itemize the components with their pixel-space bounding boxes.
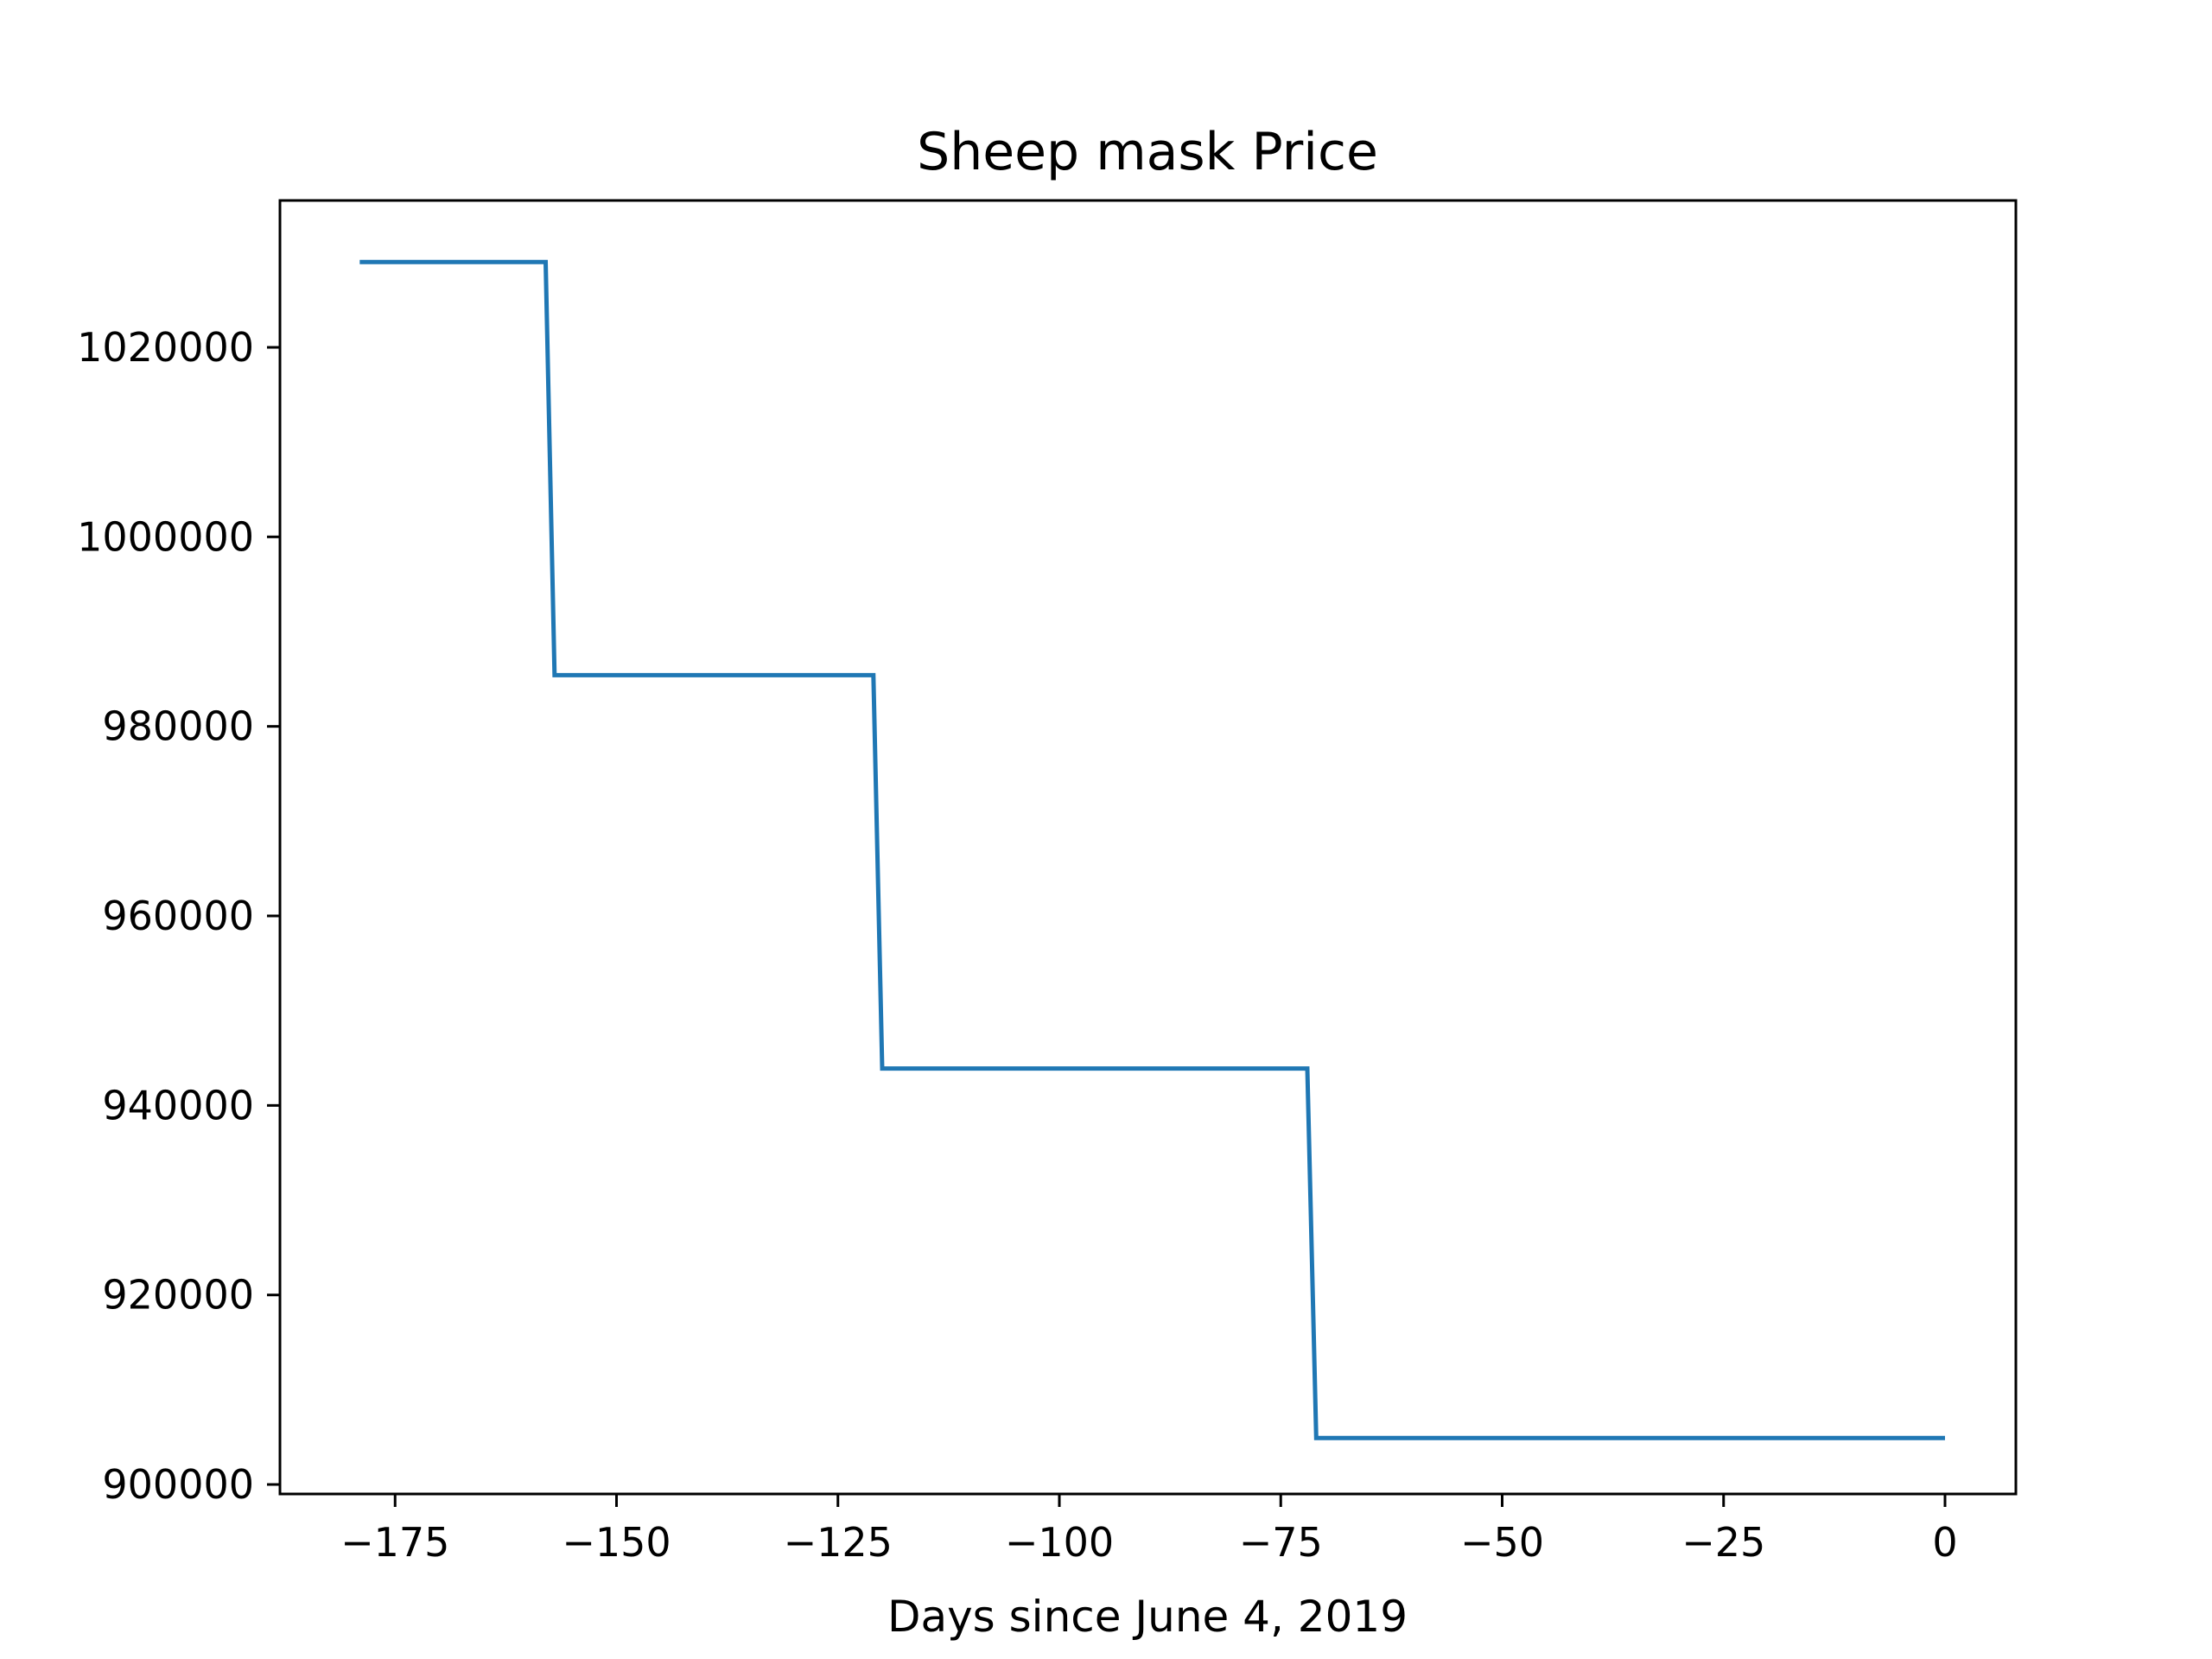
y-tick-label: 980000	[102, 703, 254, 750]
y-tick-label: 940000	[102, 1082, 254, 1128]
x-axis-label: Days since June 4, 2019	[887, 1592, 1408, 1642]
plot-frame	[278, 199, 2018, 1496]
y-tick-label: 960000	[102, 893, 254, 939]
x-tick-label: −75	[1239, 1519, 1323, 1566]
price-series-line	[359, 259, 1945, 1440]
x-tick-label: −125	[784, 1519, 893, 1566]
y-tick-label: 920000	[102, 1272, 254, 1319]
series-layer	[359, 259, 1945, 1440]
x-tick-label: −175	[340, 1519, 449, 1566]
x-tick-label: −25	[1681, 1519, 1765, 1566]
x-axis-ticks: −175 −150 −125 −100 −75 −50 −25 0	[340, 1494, 1958, 1566]
x-tick-label: −150	[562, 1519, 671, 1566]
y-tick-label: 1020000	[77, 324, 254, 371]
x-tick-label: 0	[1932, 1519, 1957, 1566]
y-axis-ticks: 900000 920000 940000 960000 980000 1000000 102…	[77, 324, 280, 1508]
y-tick-label: 1000000	[77, 513, 254, 560]
x-tick-label: −50	[1460, 1519, 1544, 1566]
chart-title: Sheep mask Price	[917, 122, 1378, 182]
y-tick-label: 900000	[102, 1461, 254, 1508]
x-tick-label: −100	[1005, 1519, 1114, 1566]
